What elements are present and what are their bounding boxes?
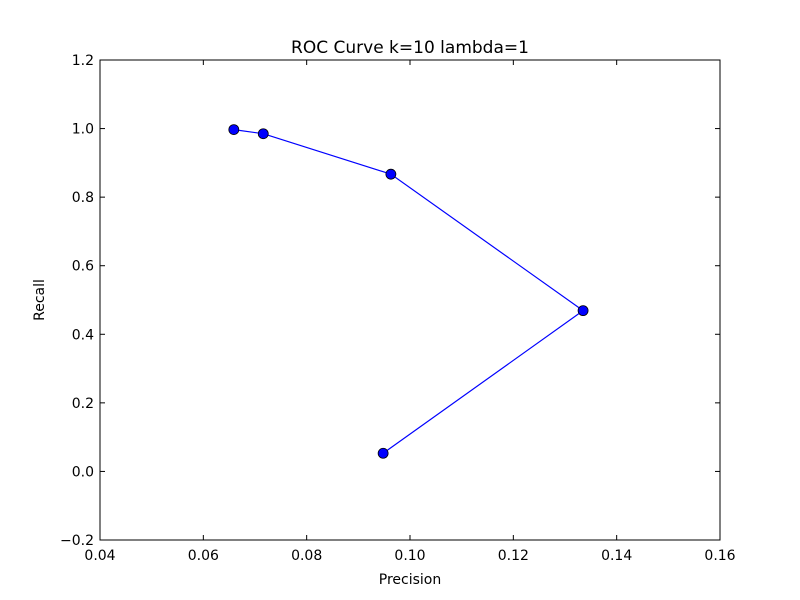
data-point (385, 168, 397, 180)
data-point (228, 124, 240, 136)
x-tick-label: 0.10 (394, 548, 425, 564)
x-axis-label: Precision (379, 572, 441, 588)
y-tick-label: 0.8 (72, 190, 94, 206)
y-tick-label: 0.2 (72, 396, 94, 412)
y-tick-label: 0.4 (72, 327, 94, 343)
y-tick-label: 1.2 (72, 53, 94, 69)
x-tick-label: 0.14 (601, 548, 632, 564)
x-tick-label: 0.12 (498, 548, 529, 564)
x-tick-label: 0.16 (704, 548, 735, 564)
y-tick-label: 0.6 (72, 259, 94, 275)
axes-frame (99, 59, 721, 541)
y-tick-label: 1.0 (72, 122, 94, 138)
data-point (377, 447, 389, 459)
x-tick-label: 0.06 (188, 548, 219, 564)
y-tick-label: −0.2 (60, 533, 94, 549)
x-tick-label: 0.04 (84, 548, 115, 564)
chart-title: ROC Curve k=10 lambda=1 (291, 38, 529, 58)
data-point (257, 128, 269, 140)
x-tick-label: 0.08 (291, 548, 322, 564)
y-tick-label: 0.0 (72, 464, 94, 480)
data-point (577, 305, 589, 317)
plot-area: 0.04 0.06 0.08 0.10 0.12 0.14 0.16 −0.2 0.0 0.2 0.… (60, 53, 736, 564)
y-axis-label: Recall (32, 279, 48, 321)
